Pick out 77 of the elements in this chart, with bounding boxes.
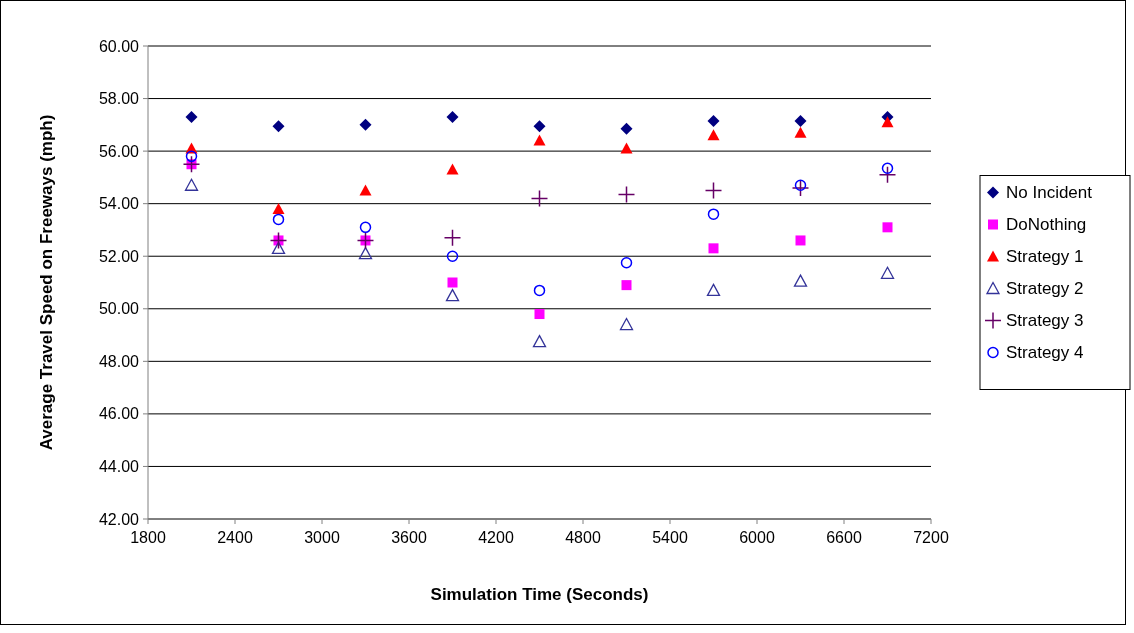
x-tick-label: 7200 [913, 529, 949, 546]
point [880, 266, 895, 279]
point [447, 277, 458, 288]
x-tick-label: 4800 [565, 529, 601, 546]
point [617, 185, 636, 204]
point [878, 166, 897, 184]
x-tick-label: 5400 [652, 529, 688, 546]
x-tick-label: 2400 [217, 529, 253, 546]
point [534, 309, 545, 320]
y-tick-label: 56.00 [98, 142, 140, 160]
point [619, 317, 634, 331]
point [708, 243, 719, 254]
point [185, 110, 198, 123]
x-tick-label: 4200 [478, 529, 514, 546]
x-tick-label: 3000 [304, 529, 340, 546]
legend-label: DoNothing [1006, 215, 1087, 235]
point [533, 134, 546, 146]
point [272, 213, 285, 226]
point [445, 288, 460, 302]
point [707, 114, 720, 127]
point [620, 122, 633, 135]
point [272, 120, 285, 133]
point [269, 231, 288, 250]
x-tick-label: 6600 [826, 529, 862, 546]
y-tick-label: 52.00 [98, 247, 140, 265]
point [356, 231, 375, 250]
point [794, 179, 807, 192]
point [271, 241, 286, 254]
legend-label: Strategy 1 [1006, 247, 1084, 267]
point [359, 221, 372, 234]
point [358, 246, 373, 260]
point [446, 250, 459, 262]
y-tick-label: 50.00 [98, 300, 140, 318]
point [621, 280, 632, 291]
point [881, 162, 894, 174]
y-tick-label: 60.00 [98, 37, 140, 55]
point [882, 222, 893, 233]
point [359, 184, 372, 196]
y-tick-label: 54.00 [98, 195, 140, 213]
point [532, 334, 547, 348]
point [533, 284, 546, 297]
point [359, 118, 372, 131]
point [707, 129, 720, 141]
point [704, 181, 723, 200]
legend-label: Strategy 3 [1006, 311, 1084, 331]
point [533, 120, 546, 133]
y-tick-label: 58.00 [98, 90, 140, 108]
legend-label: No Incident [1006, 183, 1093, 203]
point [620, 142, 633, 154]
y-axis-title: Average Travel Speed on Freeways (mph) [37, 114, 56, 451]
point [707, 208, 720, 220]
y-tick-label: 48.00 [98, 352, 140, 370]
point [620, 257, 633, 269]
y-tick-label: 42.00 [98, 510, 140, 528]
point [530, 189, 549, 208]
point [446, 110, 459, 123]
point [794, 114, 807, 127]
point [185, 150, 198, 163]
point [791, 179, 810, 197]
point [182, 155, 201, 173]
legend-label: Strategy 4 [1006, 343, 1084, 363]
x-tick-label: 3600 [391, 529, 427, 546]
point [446, 163, 459, 175]
point [443, 229, 462, 247]
point [184, 178, 199, 191]
point [793, 274, 808, 287]
x-axis-title: Simulation Time (Seconds) [430, 585, 649, 604]
point [706, 283, 721, 297]
y-tick-label: 44.00 [98, 458, 140, 476]
point [272, 202, 285, 214]
x-tick-label: 6000 [739, 529, 775, 546]
point [795, 235, 806, 246]
point [881, 116, 894, 128]
y-tick-label: 46.00 [98, 405, 140, 423]
legend-label: Strategy 2 [1006, 279, 1084, 299]
x-tick-label: 1800 [130, 529, 166, 546]
point [794, 126, 807, 138]
